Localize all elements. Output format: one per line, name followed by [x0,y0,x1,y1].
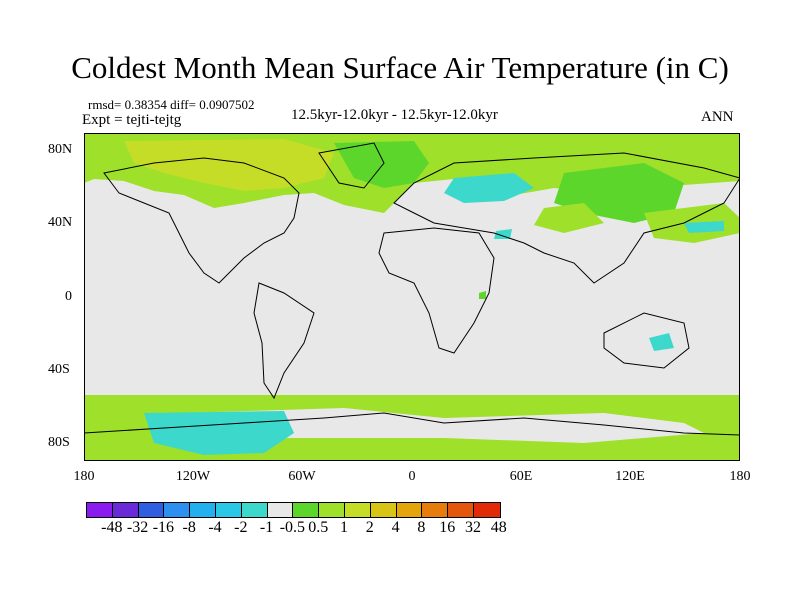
colorbar-tick-label: -4 [208,519,222,536]
experiment-label: Expt = tejti-tejtg [82,112,182,128]
page-title: Coldest Month Mean Surface Air Temperatu… [71,50,729,85]
map-svg [84,133,740,461]
colorbar-cell [138,503,165,517]
north-america-coast [103,157,300,284]
colorbar-tick-label: -0.5 [279,519,306,536]
colorbar-tick-label: -16 [152,519,175,536]
lon-tick-label: 60W [288,469,316,484]
arctic-warm-core [124,139,334,191]
europe-cyan [444,173,534,203]
colorbar-tick-label: -48 [101,519,123,536]
south-america-coast [253,282,315,400]
colorbar-cell [164,503,191,517]
australia-coast [603,312,690,369]
season-label: ANN [701,109,734,125]
colorbar-tick-label: 8 [417,519,426,536]
asia-green [534,203,604,233]
anomaly-fields [84,133,740,461]
colorbar-cell [293,503,320,517]
eurasia-coast [393,152,740,284]
greenland-green [334,141,429,188]
lon-tick-label: 180 [729,469,751,484]
colorbar-cell [422,503,449,517]
colorbar-cell [112,503,139,517]
colorbar-cell [267,503,294,517]
coastlines [84,142,740,436]
colorbar-tick-label: -8 [182,519,196,536]
antarctic-gray [184,408,704,443]
map-plot-area [84,133,740,461]
pacific-cyan [684,221,724,233]
lat-tick-label: 40N [48,215,73,230]
colorbar-cell [241,503,268,517]
colorbar-cell [370,503,397,517]
colorbar-tick-label: 4 [391,519,400,536]
africa-green-dot [479,291,486,299]
lon-tick-label: 60E [509,469,533,484]
colorbar [86,502,501,518]
lat-tick-label: 40S [48,362,70,377]
colorbar-tick-label: -2 [234,519,248,536]
colorbar-tick-label: 0.5 [308,519,329,536]
colorbar-tick-label: 16 [439,519,456,536]
colorbar-cell [448,503,474,517]
colorbar-cell [190,503,216,517]
lon-tick-label: 120E [615,469,645,484]
colorbar-cell [396,503,423,517]
colorbar-tick-label: -32 [126,519,149,536]
lon-tick-label: 120W [175,469,211,484]
colorbar-cell [215,503,242,517]
colorbar-cell [87,503,113,517]
lat-tick-label: 0 [65,289,72,304]
colorbar-tick-label: 2 [365,519,374,536]
colorbar-tick-label: 48 [490,519,507,536]
lon-tick-label: 180 [73,469,95,484]
colorbar-cell [319,503,345,517]
colorbar-tick-label: -1 [259,519,274,536]
lon-tick-label: 0 [408,469,416,484]
antarctica-coast [84,412,740,436]
period-label: 12.5kyr-12.0kyr - 12.5kyr-12.0kyr [291,107,498,123]
arabia-cyan [494,229,512,239]
stats-text: rmsd= 0.38354 diff= 0.0907502 [88,97,255,112]
australia-cyan [649,333,674,351]
lat-tick-label: 80S [48,435,70,450]
lat-tick-label: 80N [48,142,73,157]
africa-coast [378,227,495,354]
greenland-coast [318,142,385,189]
colorbar-cell [344,503,371,517]
colorbar-cell [473,503,500,517]
colorbar-tick-label: 1 [340,519,348,536]
colorbar-tick-label: 32 [465,519,481,536]
